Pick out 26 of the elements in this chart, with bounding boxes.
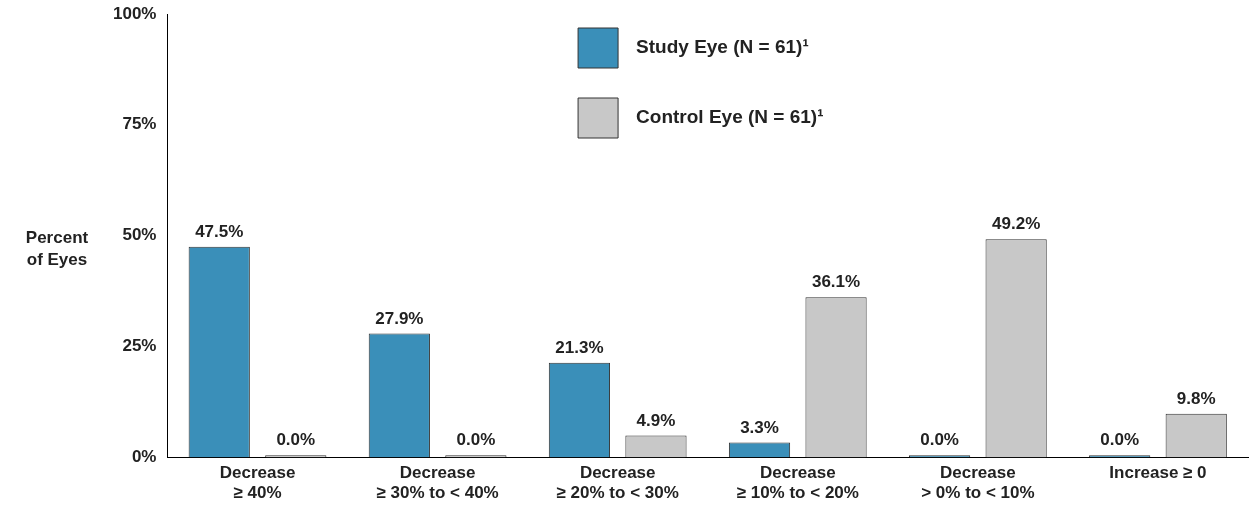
data-label: 0.0% <box>276 430 316 450</box>
data-label: 0.0% <box>920 430 959 450</box>
y-axis-title: Percent of Eyes <box>25 227 89 269</box>
data-label: 9.8% <box>1176 388 1216 408</box>
data-label: 36.1% <box>811 272 861 292</box>
x-tick-label: Decrease > 0% to < 10% <box>921 463 1035 503</box>
x-tick-label: Decrease ≥ 20% to < 30% <box>556 463 679 503</box>
x-tick-label: Decrease ≥ 10% to < 20% <box>736 463 859 503</box>
x-tick-label: Increase ≥ 0 <box>1109 463 1207 483</box>
data-label: 0.0% <box>456 430 496 450</box>
legend-label: Control Eye (N = 61)¹ <box>636 106 824 128</box>
y-tick-label: 50% <box>122 225 157 245</box>
legend-label: Study Eye (N = 61)¹ <box>636 36 809 58</box>
x-tick-label: Decrease ≥ 40% <box>219 463 296 503</box>
data-label: 3.3% <box>740 417 779 437</box>
data-label: 47.5% <box>195 221 244 241</box>
x-tick-label: Decrease ≥ 30% to < 40% <box>376 463 499 503</box>
data-label: 49.2% <box>992 214 1041 234</box>
y-tick-label: 100% <box>113 3 157 23</box>
y-tick-label: 0% <box>131 446 157 466</box>
data-label: 4.9% <box>636 410 676 430</box>
y-tick-label: 25% <box>122 336 157 356</box>
data-label: 21.3% <box>555 337 604 357</box>
y-tick-label: 75% <box>122 114 157 134</box>
data-label: 27.9% <box>375 308 424 328</box>
data-label: 0.0% <box>1100 430 1140 450</box>
